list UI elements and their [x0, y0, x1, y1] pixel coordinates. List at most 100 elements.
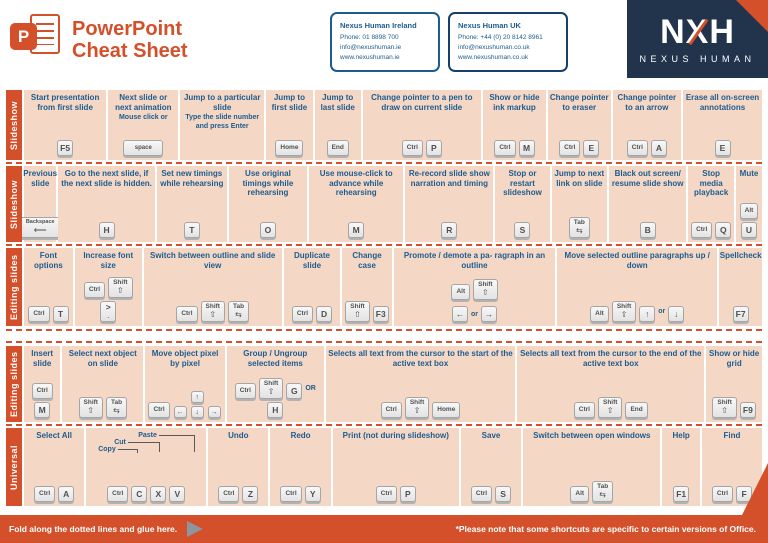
shortcut-description: Select All — [36, 431, 72, 440]
shortcut-description: Print (not during slideshow) — [342, 431, 449, 440]
key-ctrl: Ctrl — [234, 383, 256, 399]
shortcut-description: Redo — [290, 431, 311, 440]
key-m: M — [348, 222, 365, 238]
key-combo: R — [407, 219, 491, 238]
footer: Fold along the dotted lines and glue her… — [0, 515, 768, 543]
key-shift: Shift ⇧ — [597, 397, 623, 418]
key-shift: Shift ⇧ — [258, 378, 284, 399]
contact-email: info@nexushuman.co.uk — [458, 43, 530, 51]
key-u: U — [741, 222, 757, 238]
key-backspace: Backspace ⟵ — [17, 217, 64, 238]
shortcut-description: Jump to a particular slide — [183, 93, 261, 112]
connector-text: or — [471, 310, 479, 318]
key-x: X — [150, 486, 167, 502]
key-combo: Ctrl A — [615, 137, 679, 156]
shortcut-cell: Insert slide Ctrl M — [24, 346, 61, 422]
shortcut-cell: Change pointer to a pen to draw on curre… — [362, 90, 481, 160]
key-g: G — [286, 383, 303, 399]
key-combo: Home — [268, 137, 311, 156]
shortcut-note: Mouse click or — [118, 114, 168, 122]
key-shift: Shift ⇧ — [78, 397, 103, 418]
key-combo: Alt Shift ⇧ ↑ or ↓ — [559, 298, 715, 322]
key-shift: Shift ⇧ — [712, 397, 737, 418]
shortcut-cell: Change pointer to an arrow Ctrl A — [612, 90, 682, 160]
row-category-label: Slideshow — [6, 166, 22, 242]
shortcut-description: Move object pixel by pixel — [151, 349, 219, 368]
shortcut-description: Group / Ungroup selected items — [243, 349, 308, 368]
key-combo: Ctrl Q — [690, 219, 732, 238]
key-combo: T — [159, 219, 225, 238]
key-v: V — [169, 486, 186, 502]
key-m: M — [518, 140, 535, 156]
contact-phone: Phone: 01 8898 700 — [340, 33, 399, 41]
powerpoint-p-badge: P — [10, 23, 37, 50]
shortcut-cell: Undo Ctrl Z — [208, 428, 269, 506]
key-combo: Ctrl Y — [272, 483, 328, 502]
key-r: R — [441, 222, 458, 238]
shortcut-description: Save — [481, 431, 501, 440]
shortcut-cell: Black out screen/ resume slide show B — [609, 166, 687, 242]
shortcut-description: Show or hide ink markup — [489, 93, 540, 112]
key-d: D — [316, 306, 333, 322]
key-arrow-right: → — [207, 406, 221, 418]
shortcut-description: Selects all text from the cursor to the … — [520, 349, 702, 368]
key-combo: End — [317, 137, 359, 156]
shortcut-cell: Print (not during slideshow) Ctrl P — [332, 428, 459, 506]
ccp-label-copy: Copy — [98, 446, 116, 453]
shortcut-cell: Next slide or next animation Mouse click … — [108, 90, 179, 160]
key-y: Y — [304, 486, 321, 502]
shortcut-description: Change pointer to an arrow — [617, 93, 677, 112]
title-line1: PowerPoint — [72, 18, 183, 40]
shortcut-description: Go to the next slide, if the next slide … — [61, 169, 152, 188]
contact-phone: Phone: +44 (0) 20 8142 8961 — [458, 33, 543, 41]
key-combo: Ctrl Shift ⇧ >. — [77, 274, 140, 322]
cut-copy-paste-labels: Paste Cut Copy — [96, 432, 196, 457]
shortcut-description: Change case — [352, 251, 382, 270]
brand-panel: NXH NEXUS HUMAN — [627, 0, 768, 78]
fold-arrow-icon — [187, 521, 204, 537]
key-s: S — [495, 486, 512, 502]
shortcut-cell: Stop media playback Ctrl Q — [688, 166, 734, 242]
ccp-label-cut: Cut — [114, 439, 126, 446]
key-tab: Tab ⇆ — [568, 217, 590, 238]
shortcut-instruction: Type the slide number and press Enter — [185, 114, 260, 130]
key-shift: Shift ⇧ — [611, 301, 637, 322]
key-h: H — [267, 402, 284, 418]
shortcut-band: Slideshow Previous slide Backspace ⟵ Go to t… — [6, 166, 762, 242]
shortcut-cell: Select All Ctrl A — [24, 428, 85, 506]
logo-letter-n: N — [660, 12, 686, 51]
key-ctrl: Ctrl — [626, 140, 648, 156]
shortcut-cell: Redo Ctrl Y — [270, 428, 331, 506]
key-m: M — [34, 402, 51, 418]
shortcut-cell: Duplicate slide Ctrl D — [283, 248, 341, 326]
key-shift: Shift ⇧ — [473, 279, 498, 300]
key-combo: Ctrl Z — [210, 483, 266, 502]
key-alt: Alt — [590, 306, 609, 322]
row-category-label: Universal — [6, 428, 22, 506]
shortcut-description: Font options — [33, 251, 63, 270]
key-end: End — [326, 140, 349, 156]
key-combo: M — [311, 219, 401, 238]
key-combo: O — [231, 219, 305, 238]
shortcut-description: Use mouse-click to advance while rehears… — [319, 169, 393, 198]
key-ctrl: Ctrl — [83, 282, 106, 298]
shortcut-description: Mute — [739, 169, 759, 178]
key-alt: Alt — [739, 203, 759, 219]
logo-letter-h: H — [709, 12, 735, 51]
key-ctrl: Ctrl — [280, 486, 302, 502]
key-combo: S — [497, 219, 547, 238]
shortcut-cell: Change case Shift ⇧ F3 — [342, 248, 392, 326]
row-category-label: Editing slides — [6, 346, 22, 422]
fold-gap — [6, 329, 762, 343]
key-ctrl: Ctrl — [494, 140, 516, 156]
corner-accent-top-right — [736, 0, 768, 32]
key-arrow-up: ↑ — [639, 306, 656, 322]
key-arrow-down: ↓ — [190, 406, 204, 418]
key-combo: Tab ⇆ — [554, 214, 605, 238]
shortcut-description: Switch between outline and slide view — [150, 251, 276, 270]
shortcut-cell: Switch between open windows Alt Tab ⇆ — [523, 428, 661, 506]
shortcut-cell: Move selected outline paragraphs up / do… — [557, 248, 718, 326]
shortcut-cell: Stop or restart slideshow S — [495, 166, 550, 242]
shortcut-cell: Paste Cut Copy Ctrl C X V — [86, 428, 207, 506]
key-f9: F9 — [739, 402, 756, 418]
